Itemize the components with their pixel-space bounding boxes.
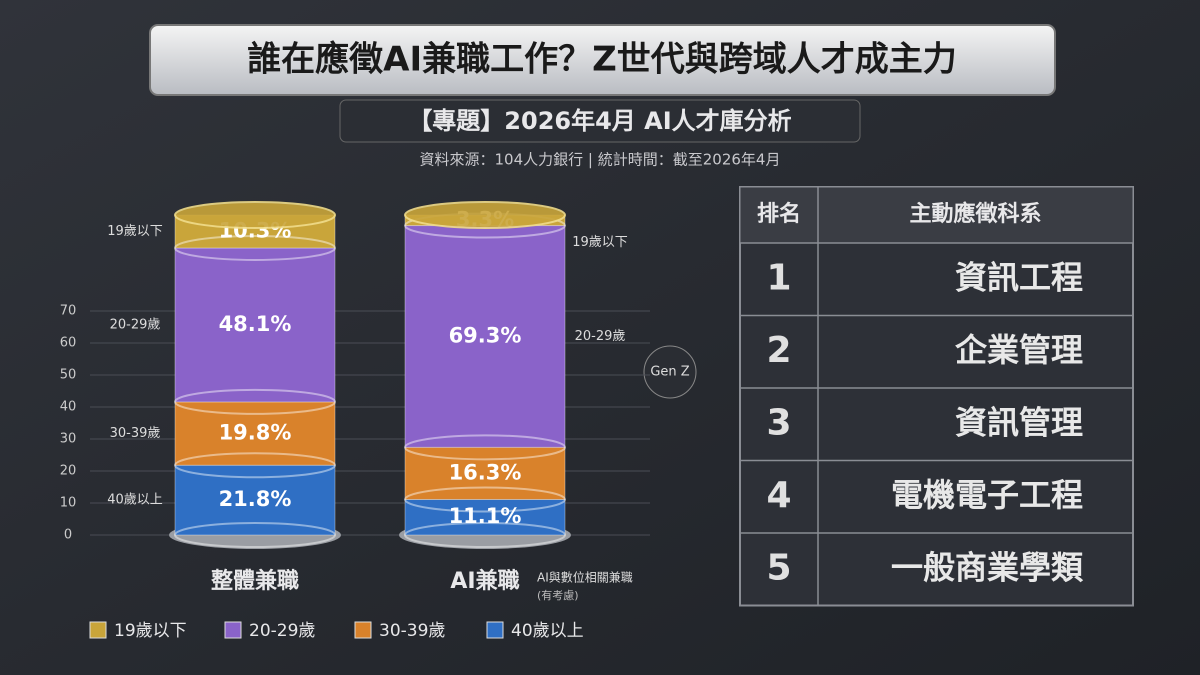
legend-swatch [486, 621, 504, 639]
legend-swatch [354, 621, 372, 639]
table-major: 資訊工程 [955, 258, 1083, 296]
bar-segment [404, 498, 566, 536]
cylinder-top [174, 201, 336, 229]
segment-rim [404, 434, 566, 461]
annotation: Gen Z [650, 365, 689, 380]
segment-rim [404, 522, 566, 548]
table-frame [739, 186, 1134, 607]
title: 誰在應徵AI兼職工作？Z世代與跨域人才成主力 [247, 40, 957, 80]
table-major: 一般商業學類 [891, 548, 1084, 586]
chart: 0 10 20 30 40 50 60 70 21.8% 40歲以上 19.8% 30-39歲 48.1… [60, 201, 650, 641]
bar-segment [174, 401, 336, 466]
legend-label: 40歲以上 [511, 621, 584, 641]
segment-label: 20-29歲 [575, 329, 626, 344]
bar-segment [404, 446, 566, 500]
category-note: AI與數位相關兼職 [537, 570, 633, 585]
x-tick-label: 整體兼職 [211, 568, 299, 594]
segment-rim [174, 452, 336, 479]
value-label: 19.8% [219, 421, 292, 445]
segment-rim [174, 388, 336, 415]
table-rank: 4 [766, 475, 791, 516]
bar-segment [174, 464, 336, 536]
x-tick-label: AI兼職 [450, 568, 519, 594]
y-tick-label: 60 [60, 336, 77, 351]
legend-label: 30-39歲 [379, 621, 445, 641]
legend-label: 19歲以下 [114, 621, 187, 641]
table-rank: 1 [766, 257, 791, 298]
value-label: 11.1% [449, 504, 522, 528]
segment-label: 40歲以上 [107, 493, 163, 508]
segment-rim [404, 486, 566, 513]
value-label: 69.3% [449, 323, 522, 347]
segment-label: 19歲以下 [107, 224, 163, 239]
value-label: 16.3% [449, 460, 522, 484]
y-tick-label: 50 [60, 368, 77, 383]
segment-rim [174, 522, 336, 548]
cylinder-top [404, 201, 566, 229]
table-header: 排名 [757, 201, 801, 227]
legend-swatch [89, 621, 107, 639]
segment-label: 19歲以下 [572, 235, 628, 250]
title-box [149, 24, 1056, 96]
legend-swatch [224, 621, 242, 639]
y-tick-label: 0 [64, 528, 72, 543]
segment-label: 20-29歲 [110, 317, 161, 332]
category-note: (有考慮) [537, 588, 579, 602]
table-header: 主動應徵科系 [909, 201, 1041, 227]
subtitle-box [339, 99, 861, 143]
table-major: 資訊管理 [955, 403, 1083, 441]
y-tick-label: 10 [60, 496, 77, 511]
segment-label: 30-39歲 [110, 426, 161, 441]
gen-z-badge [643, 345, 697, 399]
table-major: 企業管理 [955, 331, 1083, 369]
legend-label: 20-29歲 [249, 621, 315, 641]
table-rank: 2 [766, 330, 791, 371]
value-label: 48.1% [219, 312, 292, 336]
table-rank: 5 [766, 547, 791, 588]
y-tick-label: 20 [60, 464, 77, 479]
bar-segment [404, 225, 566, 448]
y-tick-label: 40 [60, 400, 77, 415]
subtitle: 【專題】2026年4月 AI人才庫分析 [408, 107, 791, 135]
table-major: 電機電子工程 [891, 476, 1083, 514]
table-rank: 3 [766, 402, 791, 443]
value-label: 21.8% [219, 487, 292, 511]
table-header-bg [739, 186, 1134, 244]
source: 資料來源：104人力銀行 | 統計時間：截至2026年4月 [420, 151, 781, 169]
bar-segment [174, 247, 336, 403]
segment-rim [174, 234, 336, 261]
table: 排名 主動應徵科系 1 資訊工程 2 企業管理 3 資訊管理 4 電機電子工程 5 一般商業學類 [739, 186, 1134, 607]
y-tick-label: 30 [60, 432, 77, 447]
y-tick-label: 70 [60, 304, 77, 319]
